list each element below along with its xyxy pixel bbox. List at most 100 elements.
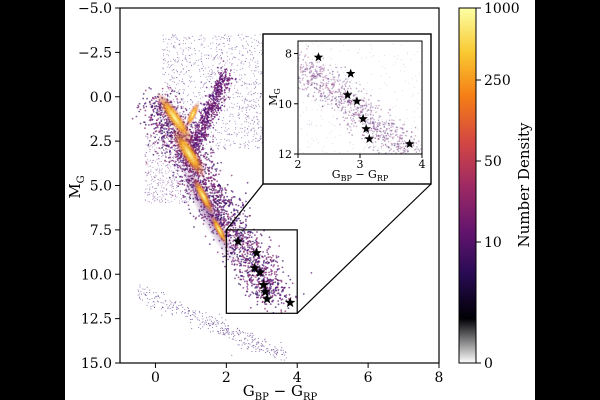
density-point [251,41,253,43]
density-point [182,50,184,52]
density-point [254,129,256,131]
density-point [157,158,159,160]
density-point [224,34,226,36]
density-point [181,100,183,102]
density-point [175,36,177,38]
density-point [198,319,200,321]
density-point [237,332,239,334]
density-point [246,87,248,89]
density-point [242,54,243,56]
density-point [156,152,159,155]
density-point [252,123,254,125]
density-point [241,331,244,333]
density-point [184,312,186,314]
density-point [262,349,264,351]
density-point [159,196,161,198]
density-point [256,78,258,80]
density-point [258,120,260,122]
density-point [243,236,246,239]
density-point [156,159,158,161]
density-point [153,292,155,294]
density-point [251,341,253,344]
density-point [165,127,167,130]
density-point [182,306,184,308]
density-point [252,345,254,347]
density-point [244,131,246,133]
density-point [157,118,160,120]
density-point [221,193,223,196]
density-point [246,99,248,101]
density-point [210,110,213,113]
density-point [262,300,264,303]
density-point [180,105,183,108]
density-point [154,304,156,306]
density-point [169,131,171,134]
density-point [147,144,150,146]
density-point [212,316,214,318]
density-point [155,134,157,135]
density-point [189,80,190,82]
density-point [222,255,225,258]
density-point [169,153,172,156]
density-point [203,140,205,142]
density-point [247,50,249,52]
density-point [168,140,171,143]
density-point [230,35,232,37]
density-point [253,270,256,273]
density-point [171,184,173,186]
density-point [172,306,174,308]
density-point [171,313,173,315]
density-point [276,261,279,264]
density-point [232,107,234,109]
density-point [227,55,228,57]
density-point [269,303,272,305]
density-point [163,180,165,182]
density-point [250,276,253,279]
density-point [166,142,168,144]
density-point [257,71,259,73]
density-point [131,117,134,120]
density-point [187,204,190,207]
density-point [189,77,191,79]
density-point [137,104,140,107]
density-point [208,316,210,318]
density-point [205,320,207,322]
density-point [200,143,203,145]
density-point [191,76,193,77]
density-point [163,293,165,295]
density-point [233,143,235,145]
density-point [229,96,231,98]
density-point [199,112,201,114]
density-point [211,92,213,94]
density-point [204,90,206,92]
density-point [252,117,254,119]
density-point [209,75,211,77]
density-point [191,328,193,330]
density-point [212,111,215,113]
density-point [237,344,239,346]
density-point [158,154,160,156]
density-point [252,105,254,107]
density-point [209,100,212,103]
density-point [171,90,173,93]
density-point [274,350,276,352]
density-point [258,147,260,149]
density-point [204,38,206,40]
density-point [219,107,222,110]
density-point [180,107,183,110]
density-point [162,140,165,143]
density-point [260,137,262,139]
density-point [229,98,231,100]
density-point [185,55,187,57]
density-point [266,251,269,254]
density-point [200,80,202,82]
density-point [140,293,143,295]
density-point [245,117,247,119]
density-point [167,138,169,139]
density-point [168,148,170,150]
density-point [275,347,277,349]
density-point [218,183,220,186]
density-point [289,278,292,281]
density-point [236,46,238,48]
density-point [205,156,208,159]
